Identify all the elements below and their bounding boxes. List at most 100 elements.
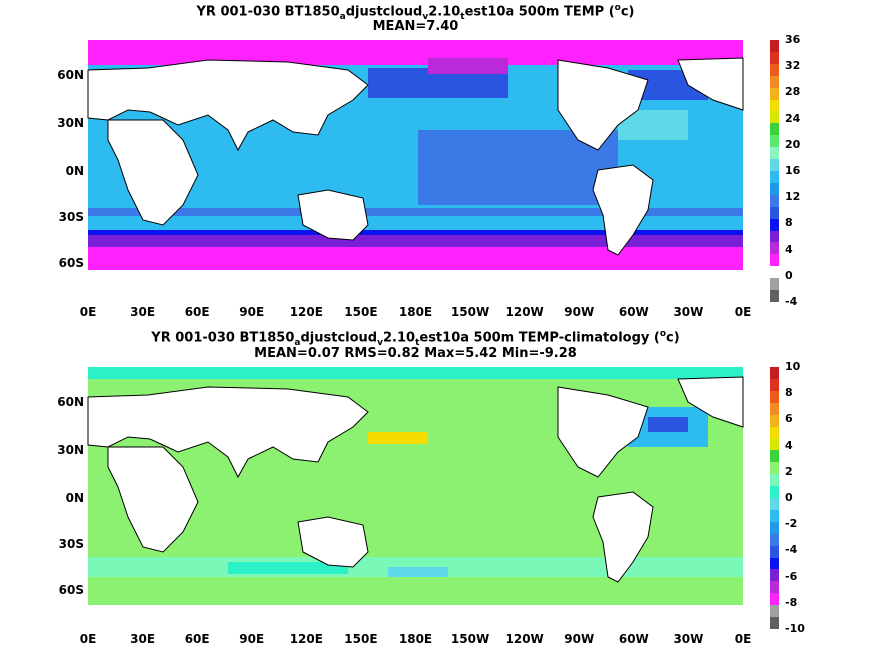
colorbar-segment xyxy=(770,486,779,499)
colorbar-segment xyxy=(770,159,779,172)
lon-label: 60E xyxy=(184,632,210,646)
colorbar-segment xyxy=(770,111,779,124)
panel1-stats: MEAN=7.40 xyxy=(372,19,459,34)
lon-label: 0E xyxy=(734,632,752,646)
colorbar-segment xyxy=(770,135,779,148)
colorbar-segment xyxy=(770,290,779,303)
lon-label: 150W xyxy=(450,305,490,319)
colorbar-segment xyxy=(770,390,779,404)
colorbar-segment xyxy=(770,206,779,220)
lat-label: 0N xyxy=(65,164,84,178)
lat-label: 60S xyxy=(58,583,84,597)
colorbar-label: 2 xyxy=(785,464,793,478)
colorbar-segment xyxy=(770,462,779,475)
colorbar-segment xyxy=(770,40,779,53)
lon-label: 60W xyxy=(618,632,649,646)
colorbar-label: 24 xyxy=(785,111,801,125)
colorbar-segment xyxy=(770,581,779,594)
colorbar-segment xyxy=(770,521,779,535)
lon-label: 0E xyxy=(734,305,752,319)
colorbar-segment xyxy=(770,378,779,392)
lon-label: 150W xyxy=(450,632,490,646)
colorbar-label: 4 xyxy=(785,438,793,452)
colorbar-label: 36 xyxy=(785,33,801,46)
lon-label: 60E xyxy=(184,305,210,319)
colorbar-segment xyxy=(770,51,779,65)
panel2-title: YR 001-030 BT1850adjustcloudv2.10test10a… xyxy=(151,329,680,348)
anomaly-map xyxy=(87,367,744,629)
lon-label: 120W xyxy=(505,305,544,319)
lon-label: 90E xyxy=(239,305,265,319)
lon-label: 90W xyxy=(564,632,595,646)
colorbar-1 xyxy=(770,40,779,303)
colorbar-label: 8 xyxy=(785,386,793,400)
colorbar-label: 20 xyxy=(785,137,801,151)
colorbar-segment xyxy=(770,426,779,439)
colorbar-segment xyxy=(770,474,779,487)
colorbar-segment xyxy=(770,545,779,559)
panel1-title: YR 001-030 BT1850adjustcloudv2.10test10a… xyxy=(196,3,635,22)
panel2-stats: MEAN=0.07 RMS=0.82 Max=5.42 Min=-9.28 xyxy=(254,346,577,361)
colorbar-label: 12 xyxy=(785,190,801,204)
land-outline xyxy=(87,376,744,629)
colorbar-segment xyxy=(770,593,779,606)
colorbar-segment xyxy=(770,438,779,451)
colorbar-label: -8 xyxy=(785,595,798,609)
colorbar-segment xyxy=(770,367,779,380)
colorbar-segment xyxy=(770,171,779,184)
colorbar-label: 28 xyxy=(785,85,801,99)
lon-label: 120W xyxy=(505,632,544,646)
lon-label: 120E xyxy=(289,305,323,319)
lon-label: 0E xyxy=(79,305,97,319)
lon-label: 150E xyxy=(344,305,378,319)
lat-label: 30N xyxy=(57,116,84,130)
land-outline xyxy=(87,57,744,302)
colorbar-segment xyxy=(770,617,779,630)
lat-label: 60S xyxy=(58,256,84,270)
lon-label: 60W xyxy=(618,305,649,319)
colorbar-segment xyxy=(770,402,779,416)
lon-label: 120E xyxy=(289,632,323,646)
colorbar-segment xyxy=(770,242,779,255)
lon-label: 90E xyxy=(239,632,265,646)
colorbar-segment xyxy=(770,182,779,196)
colorbar-label: 0 xyxy=(785,491,793,504)
colorbar-segment xyxy=(770,278,779,291)
colorbar-segment xyxy=(770,498,779,511)
colorbar-2 xyxy=(770,367,779,630)
lon-label: 90W xyxy=(564,305,595,319)
lon-label: 30W xyxy=(673,632,704,646)
colorbar-segment xyxy=(770,414,779,428)
lon-label: 180E xyxy=(398,632,433,646)
colorbar-label: 16 xyxy=(785,164,801,177)
lon-label: 30W xyxy=(673,305,704,319)
colorbar-label: 6 xyxy=(785,412,793,426)
colorbar-label: -4 xyxy=(785,543,798,557)
colorbar-segment xyxy=(770,218,779,232)
colorbar-segment xyxy=(770,509,779,523)
colorbar-segment xyxy=(770,147,779,160)
colorbar-label: -6 xyxy=(785,569,798,583)
colorbar-label: 0 xyxy=(785,268,793,282)
lon-label: 180E xyxy=(398,305,433,319)
lat-label: 30N xyxy=(57,443,84,457)
lon-label: 30E xyxy=(130,632,156,646)
colorbar-segment xyxy=(770,533,779,547)
lat-label: 30S xyxy=(58,210,84,224)
colorbar-label: 32 xyxy=(785,59,801,73)
colorbar-label: 8 xyxy=(785,216,793,230)
colorbar-segment xyxy=(770,230,779,243)
colorbar-segment xyxy=(770,63,779,77)
lon-label: 150E xyxy=(344,632,378,646)
temperature-map xyxy=(87,40,744,302)
colorbar-segment xyxy=(770,266,779,279)
colorbar-segment xyxy=(770,123,779,136)
lat-label: 60N xyxy=(57,395,84,409)
lat-label: 30S xyxy=(58,537,84,551)
colorbar-label: 4 xyxy=(785,242,793,256)
colorbar-segment xyxy=(770,569,779,582)
colorbar-segment xyxy=(770,99,779,112)
colorbar-segment xyxy=(770,75,779,89)
lat-label: 0N xyxy=(65,491,84,505)
lon-label: 0E xyxy=(79,632,97,646)
